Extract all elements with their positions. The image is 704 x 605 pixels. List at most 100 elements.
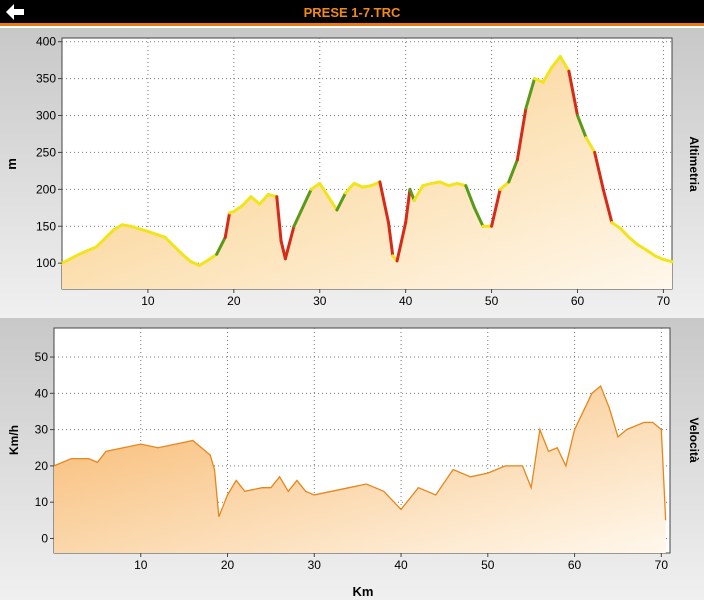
x-axis-label: Km	[353, 584, 374, 599]
altitude-segment	[644, 248, 657, 258]
altitude-segment	[386, 221, 395, 258]
altitude-segment	[610, 221, 622, 230]
altitude-segment	[146, 229, 167, 239]
x-tick-label: 20	[221, 558, 235, 572]
altitude-segment	[180, 252, 193, 264]
altitude-segment	[240, 195, 253, 208]
altitude-segment	[507, 158, 519, 184]
y-tick-label: 10	[35, 495, 49, 509]
y-tick-label: 350	[36, 72, 56, 86]
altitude-segment	[584, 136, 597, 154]
altitude-segment	[189, 260, 201, 267]
altitude-segment	[309, 181, 322, 191]
y-tick-label: 20	[35, 459, 49, 473]
altitude-segment	[567, 69, 579, 118]
altitude-segment	[301, 187, 313, 210]
altitude-segment	[464, 184, 476, 210]
altitude-segment	[335, 191, 348, 212]
y-tick-label: 150	[36, 219, 56, 233]
altitude-segment	[129, 224, 150, 233]
y-tick-label: 200	[36, 182, 56, 196]
x-tick-label: 50	[481, 558, 495, 572]
altitude-segment	[395, 221, 408, 263]
speed-chart[interactable]: 0 10 20 30 40 50 10 20 30 40 50 60 70 Km/h Velocità…	[0, 318, 704, 600]
x-tick-label: 70	[655, 558, 669, 572]
altitude-segment	[94, 228, 116, 249]
altitude-area	[62, 56, 672, 289]
altitude-segment	[472, 206, 485, 228]
y-tick-label: 250	[36, 145, 56, 159]
altitude-segment	[490, 187, 502, 228]
altitude-segment	[408, 187, 416, 202]
altitude-segment	[438, 180, 451, 188]
altitude-segment	[197, 258, 210, 267]
altitude-segment	[558, 54, 571, 73]
title-underline	[0, 23, 704, 26]
altitude-segment	[215, 235, 227, 256]
altitude-segment	[653, 254, 665, 261]
altitude-segment	[378, 180, 390, 225]
altitude-segment	[636, 243, 648, 252]
altitude-segment	[541, 66, 554, 84]
x-tick-label: 10	[141, 294, 155, 308]
altitude-segment	[275, 195, 283, 243]
page-title: PRESE 1-7.TRC	[303, 5, 401, 20]
y-tick-label: 40	[35, 386, 49, 400]
altitude-segment	[575, 114, 588, 140]
y-tick-label: 100	[36, 256, 56, 270]
altitude-segment	[601, 187, 614, 225]
x-tick-label: 20	[227, 294, 241, 308]
y-tick-label: 30	[35, 423, 49, 437]
altitude-panel: 100 150 200 250 300 350 400 10 20 30 40 50 60 70 m A…	[0, 28, 704, 318]
y-axis-label: m	[4, 158, 19, 170]
speed-panel: 0 10 20 30 40 50 10 20 30 40 50 60 70 Km/h Velocità…	[0, 318, 704, 600]
x-tick-label: 70	[657, 294, 671, 308]
altitude-segment	[618, 226, 631, 239]
altitude-segment	[593, 150, 605, 191]
x-tick-label: 40	[399, 294, 413, 308]
altitude-segment	[77, 245, 98, 256]
altitude-segment	[352, 181, 365, 189]
altitude-segment	[627, 235, 640, 247]
altitude-segment	[232, 204, 244, 213]
side-label: Velocità	[687, 417, 701, 463]
x-tick-label: 40	[394, 558, 408, 572]
altitude-segment	[206, 252, 219, 262]
speed-area	[54, 386, 666, 553]
altitude-segment	[533, 77, 545, 84]
altitude-segment	[524, 77, 537, 110]
altitude-segment	[163, 235, 184, 256]
x-tick-label: 10	[134, 558, 148, 572]
altitude-segment	[369, 180, 382, 188]
x-tick-label: 50	[485, 294, 499, 308]
altitude-segment	[318, 181, 330, 199]
x-tick-label: 60	[571, 294, 585, 308]
y-tick-label: 0	[41, 531, 48, 545]
altitude-segment	[550, 54, 562, 70]
y-tick-label: 300	[36, 109, 56, 123]
title-bar: PRESE 1-7.TRC	[0, 0, 704, 26]
y-tick-label: 50	[35, 350, 49, 364]
y-axis-label: Km/h	[7, 425, 21, 455]
side-label: Altimetria	[687, 136, 701, 192]
altitude-segment	[498, 180, 511, 191]
altitude-segment	[344, 181, 356, 195]
altitude-segment	[283, 224, 296, 261]
x-tick-label: 60	[568, 558, 582, 572]
altitude-segment	[60, 252, 81, 265]
altitude-segment	[404, 187, 412, 225]
altitude-segment	[112, 223, 124, 232]
y-tick-label: 400	[36, 35, 56, 49]
altitude-segment	[515, 106, 528, 162]
x-tick-label: 30	[313, 294, 327, 308]
altitude-chart[interactable]: 100 150 200 250 300 350 400 10 20 30 40 50 60 70 m A…	[0, 28, 704, 318]
arrow-left-icon[interactable]	[4, 2, 26, 22]
speed-line	[53, 384, 667, 521]
altitude-segment	[326, 195, 339, 212]
altitude-segment	[661, 257, 674, 264]
altitude-segment	[292, 206, 305, 228]
altitude-segment	[258, 193, 270, 206]
altitude-segment	[249, 195, 262, 206]
x-tick-label: 30	[308, 558, 322, 572]
altitude-segment	[223, 211, 232, 239]
